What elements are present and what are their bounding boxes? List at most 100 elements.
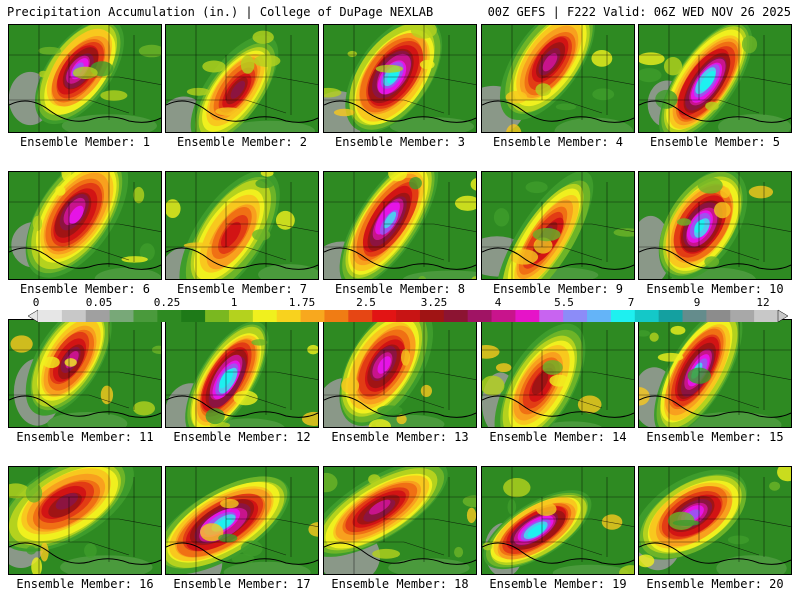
ensemble-member-map [323, 171, 477, 280]
colorbar [27, 308, 789, 323]
colorbar-swatch [539, 310, 564, 322]
ensemble-member-label: Ensemble Member: 16 [16, 577, 154, 591]
colorbar-swatch [85, 310, 111, 322]
colorbar-tick-label: 0.25 [153, 296, 181, 309]
colorbar-swatch [730, 310, 755, 322]
ensemble-member-label: Ensemble Member: 10 [646, 282, 784, 296]
colorbar-swatch [419, 310, 445, 322]
precip-map [324, 25, 476, 132]
ensemble-member-map [165, 171, 319, 280]
colorbar-swatch [109, 310, 134, 322]
ensemble-member-label: Ensemble Member: 2 [176, 135, 308, 149]
ensemble-member-label: Ensemble Member: 5 [649, 135, 781, 149]
precip-map [9, 25, 161, 132]
ensemble-member-label: Ensemble Member: 4 [492, 135, 624, 149]
precip-map [324, 172, 476, 279]
precip-map [9, 320, 161, 427]
colorbar-swatch [181, 310, 206, 322]
colorbar-swatch [467, 310, 493, 322]
precip-map [324, 467, 476, 574]
ensemble-member-map [481, 171, 635, 280]
ensemble-member-map [481, 466, 635, 575]
colorbar-swatch [443, 310, 469, 322]
ensemble-member-map [638, 466, 792, 575]
precip-map [639, 25, 791, 132]
colorbar-swatch [563, 310, 588, 322]
colorbar-tick-label: 4 [494, 296, 502, 309]
ensemble-member-label: Ensemble Member: 20 [646, 577, 784, 591]
colorbar-swatch [252, 310, 278, 322]
colorbar-swatch [491, 310, 516, 322]
colorbar-swatch [610, 310, 636, 322]
ensemble-member-map [165, 466, 319, 575]
precip-map [482, 172, 634, 279]
colorbar-swatch [348, 310, 373, 322]
ensemble-member-map [481, 319, 635, 428]
colorbar-swatch [682, 310, 707, 322]
ensemble-member-map [638, 171, 792, 280]
ensemble-member-map [323, 24, 477, 133]
precip-map [639, 467, 791, 574]
colorbar-swatch [276, 310, 302, 322]
precip-map [482, 467, 634, 574]
colorbar-swatch [515, 310, 540, 322]
ensemble-member-label: Ensemble Member: 8 [334, 282, 466, 296]
ensemble-member-map [481, 24, 635, 133]
precip-map [166, 467, 318, 574]
ensemble-member-label: Ensemble Member: 14 [489, 430, 627, 444]
colorbar-tick-label: 0.05 [85, 296, 113, 309]
colorbar-tick-label: 1.75 [288, 296, 316, 309]
ensemble-member-map [8, 24, 162, 133]
colorbar-swatch [706, 310, 731, 322]
precip-map [9, 172, 161, 279]
model-run-info: 00Z GEFS | F222 Valid: 06Z WED NOV 26 20… [487, 5, 791, 19]
precip-map [166, 320, 318, 427]
colorbar-tick-label: 12 [756, 296, 770, 309]
ensemble-member-label: Ensemble Member: 11 [16, 430, 154, 444]
precip-map [166, 25, 318, 132]
colorbar-tick-label: 5.5 [554, 296, 574, 309]
colorbar-tick-label: 7 [627, 296, 635, 309]
ensemble-member-label: Ensemble Member: 1 [19, 135, 151, 149]
colorbar-swatch [587, 310, 612, 322]
ensemble-member-map [165, 319, 319, 428]
colorbar-swatch [658, 310, 684, 322]
precip-map [9, 467, 161, 574]
ensemble-member-label: Ensemble Member: 12 [173, 430, 311, 444]
ensemble-member-label: Ensemble Member: 3 [334, 135, 466, 149]
colorbar-swatch [157, 310, 182, 322]
colorbar-tick-label: 2.5 [356, 296, 376, 309]
colorbar-left-arrow [27, 309, 39, 323]
precip-map [639, 172, 791, 279]
precip-map [166, 172, 318, 279]
colorbar-tick-label: 1 [230, 296, 238, 309]
ensemble-member-label: Ensemble Member: 6 [19, 282, 151, 296]
precip-map [639, 320, 791, 427]
ensemble-member-label: Ensemble Member: 19 [489, 577, 627, 591]
colorbar-swatch [205, 310, 230, 322]
ensemble-member-label: Ensemble Member: 15 [646, 430, 784, 444]
ensemble-member-label: Ensemble Member: 17 [173, 577, 311, 591]
ensemble-member-label: Ensemble Member: 7 [176, 282, 308, 296]
colorbar-swatch [61, 310, 87, 322]
precip-map [324, 320, 476, 427]
ensemble-member-map [8, 319, 162, 428]
colorbar-right-arrow [777, 309, 789, 323]
colorbar-swatch [754, 310, 779, 322]
colorbar-swatch [324, 310, 349, 322]
precip-map [482, 320, 634, 427]
colorbar-tick-label: 3.25 [420, 296, 448, 309]
colorbar-swatch [38, 310, 63, 322]
colorbar-swatch [228, 310, 254, 322]
ensemble-member-map [8, 466, 162, 575]
ensemble-member-map [323, 319, 477, 428]
ensemble-member-map [165, 24, 319, 133]
ensemble-member-map [638, 24, 792, 133]
precip-map [482, 25, 634, 132]
colorbar-swatch [133, 310, 158, 322]
colorbar-swatch [372, 310, 397, 322]
colorbar-swatch [300, 310, 325, 322]
ensemble-member-map [638, 319, 792, 428]
colorbar-graphic [27, 309, 789, 323]
ensemble-member-map [323, 466, 477, 575]
